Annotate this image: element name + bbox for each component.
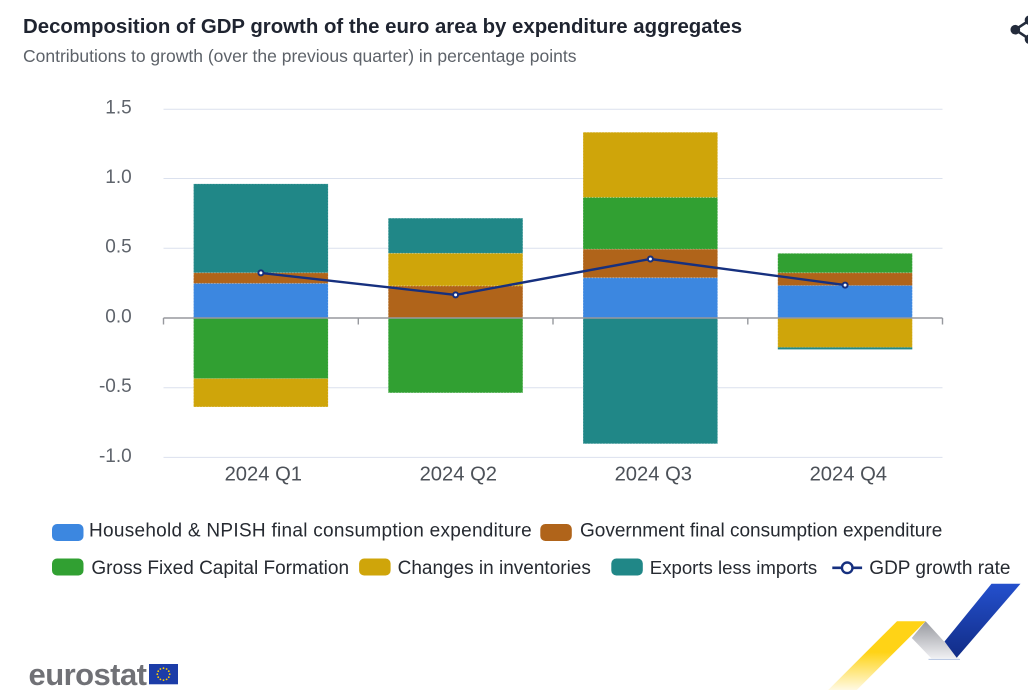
svg-text:eurostat: eurostat bbox=[29, 657, 147, 690]
svg-text:1.5: 1.5 bbox=[105, 98, 131, 119]
svg-text:Gross Fixed Capital Formation: Gross Fixed Capital Formation bbox=[91, 558, 349, 579]
svg-text:Contributions to growth (over: Contributions to growth (over the previo… bbox=[23, 46, 577, 66]
svg-text:2024 Q4: 2024 Q4 bbox=[810, 463, 887, 485]
svg-text:2024 Q2: 2024 Q2 bbox=[420, 463, 497, 485]
svg-text:Household & NPISH final consum: Household & NPISH final consumption expe… bbox=[89, 521, 532, 542]
svg-text:1.0: 1.0 bbox=[105, 167, 131, 188]
svg-text:Exports less imports: Exports less imports bbox=[650, 557, 817, 578]
svg-text:Changes in inventories: Changes in inventories bbox=[398, 558, 591, 579]
svg-text:-1.0: -1.0 bbox=[99, 446, 132, 467]
svg-text:0.5: 0.5 bbox=[105, 237, 131, 258]
svg-text:2024 Q1: 2024 Q1 bbox=[225, 463, 302, 485]
svg-text:Government final consumption e: Government final consumption expenditure bbox=[580, 521, 942, 542]
svg-text:2024 Q3: 2024 Q3 bbox=[615, 463, 692, 485]
svg-text:0.0: 0.0 bbox=[105, 307, 131, 328]
svg-text:Decomposition of GDP growth of: Decomposition of GDP growth of the euro … bbox=[23, 16, 742, 38]
svg-text:GDP growth rate: GDP growth rate bbox=[869, 558, 1010, 579]
svg-text:-0.5: -0.5 bbox=[99, 376, 132, 397]
